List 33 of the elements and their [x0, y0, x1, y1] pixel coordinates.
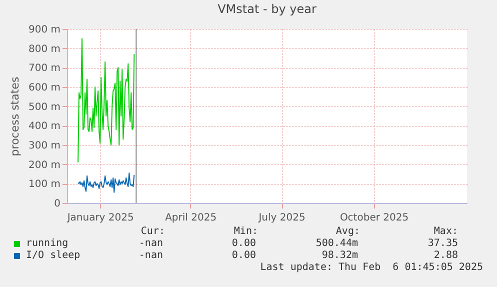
y-tick-label: 0: [54, 198, 60, 210]
x-tick-label: April 2025: [165, 212, 217, 224]
y-tick-label: 300 m: [28, 140, 60, 152]
text: Min:: [234, 226, 258, 237]
x-tick-label: October 2025: [340, 212, 409, 224]
text: -nan: [138, 238, 163, 249]
text: Avg:: [336, 226, 360, 237]
text: 0.00: [232, 250, 256, 261]
line-series: [78, 172, 135, 193]
y-tick-label: 600 m: [28, 82, 60, 94]
y-tick-label: 700 m: [28, 63, 60, 74]
legend-label: running: [26, 238, 68, 249]
text: Max:: [434, 226, 458, 237]
text: 2.88: [434, 250, 458, 261]
y-tick-label: 100 m: [28, 179, 60, 190]
y-tick-label: 500 m: [28, 102, 60, 113]
x-tick-label: July 2025: [258, 212, 306, 224]
x-tick-label: January 2025: [66, 212, 134, 224]
y-tick-label: 900 m: [28, 24, 60, 36]
text: Last update: Thu Feb 6 01:45:05 2025: [260, 262, 483, 273]
y-tick-label: 800 m: [28, 44, 60, 55]
line-series: [78, 38, 135, 163]
text: 500.44m: [316, 238, 358, 249]
text: Cur:: [140, 226, 165, 237]
text: 0.00: [232, 238, 256, 249]
chart-title: VMstat - by year: [218, 2, 316, 16]
legend-label: I/O sleep: [26, 250, 80, 261]
y-tick-label: 400 m: [28, 121, 60, 132]
text: 37.35: [428, 238, 458, 249]
text: -nan: [138, 250, 163, 261]
y-tick-label: 200 m: [28, 160, 60, 171]
text: 98.32m: [322, 250, 358, 261]
y-axis-title: process states: [8, 76, 22, 156]
